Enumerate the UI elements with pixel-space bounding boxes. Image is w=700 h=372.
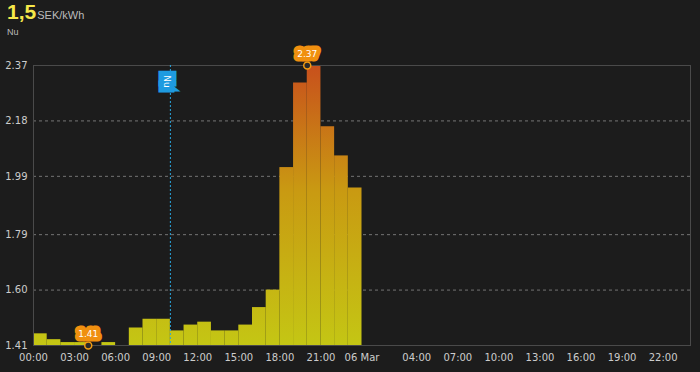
svg-text:19:00: 19:00 [608,352,637,363]
svg-text:03:00: 03:00 [60,352,89,363]
svg-text:06:00: 06:00 [101,352,130,363]
svg-text:10:00: 10:00 [484,352,513,363]
svg-text:09:00: 09:00 [142,352,171,363]
svg-text:04:00: 04:00 [402,352,431,363]
svg-text:18:00: 18:00 [265,352,294,363]
svg-text:06 Mar: 06 Mar [345,352,381,363]
svg-text:1.60: 1.60 [5,284,27,295]
html-text:Nu: Nu [7,27,19,37]
svg-text:15:00: 15:00 [224,352,253,363]
svg-text:Nu: Nu [162,75,172,87]
svg-text:12:00: 12:00 [183,352,212,363]
svg-text:2.37: 2.37 [5,60,27,71]
svg-text:07:00: 07:00 [443,352,472,363]
svg-text:13:00: 13:00 [526,352,555,363]
svg-text:21:00: 21:00 [307,352,336,363]
svg-text:1.41: 1.41 [5,340,27,351]
svg-text:2.18: 2.18 [5,115,27,126]
svg-text:1.79: 1.79 [5,229,27,240]
svg-text:00:00: 00:00 [19,352,48,363]
svg-text:1.99: 1.99 [5,171,27,182]
html-text:1,5SEK/kWh: 1,5SEK/kWh [7,0,85,23]
svg-text:1.41: 1.41 [78,329,98,339]
svg-text:22:00: 22:00 [649,352,678,363]
svg-text:16:00: 16:00 [567,352,596,363]
svg-text:2.37: 2.37 [297,49,317,59]
